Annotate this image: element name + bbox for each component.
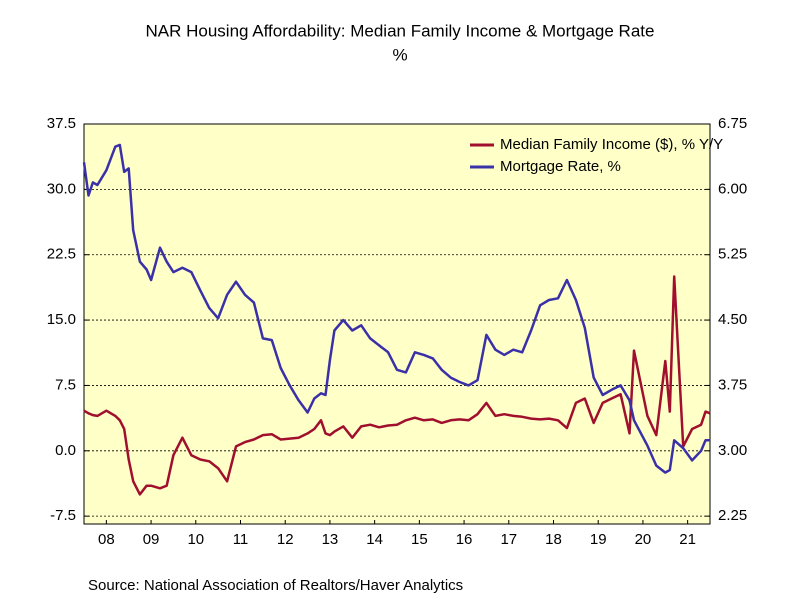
source: Source: National Association of Realtors… <box>88 577 463 594</box>
x-tick-label: 21 <box>679 531 696 548</box>
x-tick-label: 16 <box>456 531 473 548</box>
series-line <box>83 275 711 496</box>
chart-title: NAR Housing Affordability: Median Family… <box>146 21 655 40</box>
x-tick-label: 15 <box>411 531 428 548</box>
chart-subtitle: % <box>392 45 407 64</box>
y2-tick-label: 6.75 <box>718 115 747 132</box>
y-tick-label: 22.5 <box>47 246 76 263</box>
x-tick-label: 18 <box>545 531 562 548</box>
y2-tick-label: 3.00 <box>718 442 747 459</box>
y2-tick-label: 4.50 <box>718 311 747 328</box>
x-tick-label: 19 <box>590 531 607 548</box>
x-tick-label: 11 <box>233 531 249 548</box>
x-tick-label: 20 <box>635 531 652 548</box>
legend-label: Mortgage Rate, % <box>500 158 621 175</box>
y-tick-label: 7.5 <box>55 376 76 393</box>
x-tick-label: 14 <box>366 531 383 548</box>
x-tick-label: 10 <box>187 531 204 548</box>
x-tick-label: 09 <box>143 531 160 548</box>
y-tick-label: 0.0 <box>55 442 76 459</box>
x-tick-label: 12 <box>277 531 294 548</box>
x-tick-label: 08 <box>98 531 115 548</box>
series-line <box>82 143 710 474</box>
y2-tick-label: 2.25 <box>718 507 747 524</box>
legend-label: Median Family Income ($), % Y/Y <box>500 136 723 153</box>
y-tick-label: 15.0 <box>47 311 76 328</box>
y2-tick-label: 3.75 <box>718 376 747 393</box>
y-tick-label: 37.5 <box>47 115 76 132</box>
x-tick-label: 13 <box>322 531 339 548</box>
y-tick-label: -7.5 <box>50 507 76 524</box>
x-tick-label: 17 <box>500 531 517 548</box>
plot-area <box>83 123 711 525</box>
y2-tick-label: 6.00 <box>718 180 747 197</box>
y-tick-label: 30.0 <box>47 180 76 197</box>
y2-tick-label: 5.25 <box>718 246 747 263</box>
